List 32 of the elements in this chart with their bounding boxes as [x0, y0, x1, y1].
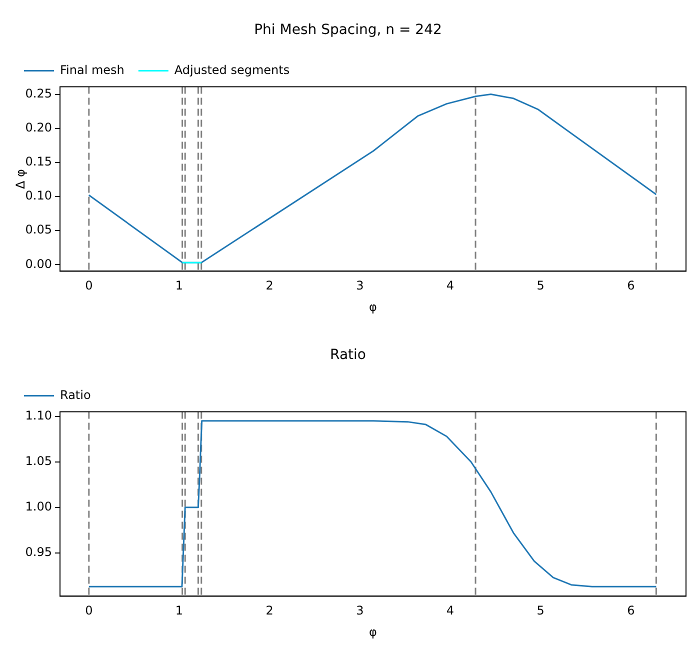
y-axis-title: Δ φ: [13, 168, 28, 189]
y-tick-label: 0.15: [25, 154, 52, 169]
y-tick-label: 1.10: [25, 408, 52, 422]
x-tick-label: 3: [356, 604, 364, 618]
x-tick-label: 6: [627, 604, 635, 618]
x-tick-label: 6: [627, 278, 635, 293]
y-tick-label: 0.20: [25, 120, 52, 134]
x-tick-label: 2: [266, 278, 274, 293]
chart-title: Phi Mesh Spacing, n = 242: [254, 22, 442, 38]
x-tick-label: 2: [266, 604, 274, 618]
x-tick-label: 0: [85, 278, 93, 293]
x-tick-label: 0: [85, 604, 93, 618]
legend-label: Ratio: [60, 388, 91, 402]
y-tick-label: 1.00: [25, 500, 52, 514]
y-tick-label: 0.05: [25, 222, 52, 237]
legend-label: Final mesh: [60, 62, 124, 77]
legend-label: Adjusted segments: [174, 62, 290, 77]
x-tick-label: 4: [446, 278, 454, 293]
x-tick-label: 1: [175, 278, 184, 293]
x-tick-label: 1: [175, 604, 184, 618]
y-tick-label: 1.05: [25, 454, 52, 468]
x-tick-label: 4: [446, 604, 454, 618]
x-tick-label: 5: [536, 278, 544, 293]
x-axis-title: φ: [369, 624, 378, 639]
x-axis-title: φ: [369, 300, 378, 314]
y-tick-label: 0.95: [25, 545, 52, 560]
y-tick-label: 0.10: [25, 188, 52, 203]
chart-title: Ratio: [330, 347, 366, 364]
y-tick-label: 0.25: [25, 86, 52, 100]
y-tick-label: 0.00: [25, 256, 52, 271]
x-tick-label: 3: [356, 278, 364, 293]
x-tick-label: 5: [536, 604, 544, 618]
